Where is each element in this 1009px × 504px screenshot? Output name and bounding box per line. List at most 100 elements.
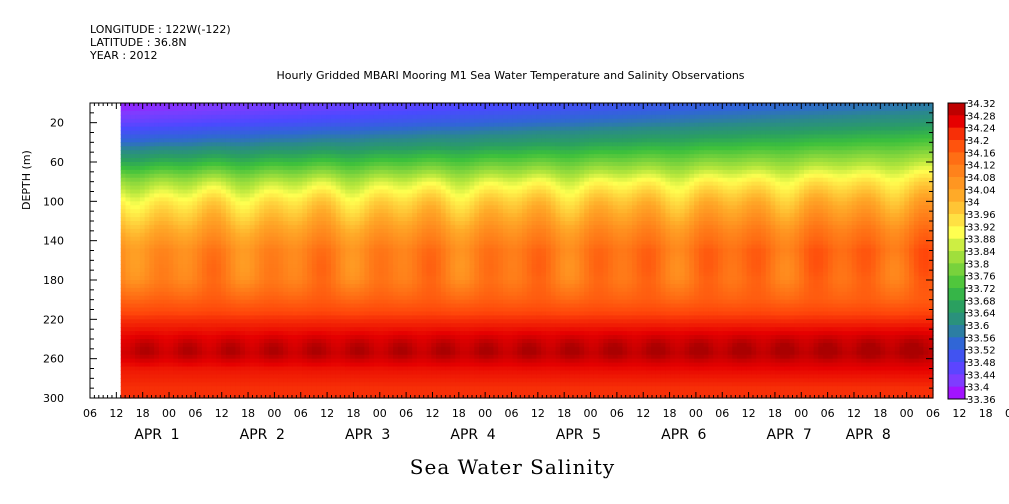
x-day-number-label: 7: [803, 427, 812, 443]
y-tick-label: 260: [43, 353, 64, 366]
colorbar-label: 33.6: [967, 321, 989, 332]
salinity-field: [120, 103, 934, 399]
x-day-number-label: 5: [592, 427, 601, 443]
colorbar-label: 34.08: [967, 173, 996, 184]
colorbar-swatch: [948, 362, 965, 375]
y-tick-label: 180: [43, 274, 64, 287]
x-tick-label: 12: [847, 407, 861, 420]
colorbar-swatch: [948, 164, 965, 178]
colorbar-swatch: [948, 312, 965, 326]
x-tick-label: 12: [425, 407, 439, 420]
x-tick-label: 00: [584, 407, 598, 420]
x-tick-label: 18: [136, 407, 150, 420]
x-day-month-label: APR: [450, 427, 478, 443]
x-tick-label: 06: [715, 407, 729, 420]
x-tick-label: 12: [636, 407, 650, 420]
colorbar-swatch: [948, 288, 965, 301]
colorbar-label: 34.16: [967, 148, 996, 159]
x-tick-label: 00: [267, 407, 281, 420]
chart-title: Hourly Gridded MBARI Mooring M1 Sea Wate…: [276, 69, 745, 82]
x-tick-label: 18: [557, 407, 571, 420]
colorbar-swatch: [948, 127, 965, 141]
colorbar-swatch: [948, 349, 965, 363]
colorbar-label: 34.2: [967, 136, 989, 147]
x-tick-label: 00: [900, 407, 914, 420]
colorbar-label: 33.52: [967, 346, 996, 357]
x-day-number-label: 1: [171, 427, 180, 443]
colorbar-label: 33.96: [967, 210, 996, 221]
x-day-number-label: 6: [697, 427, 706, 443]
colorbar-label: 33.44: [967, 370, 996, 381]
year-label: YEAR : 2012: [90, 49, 158, 62]
colorbar-swatch: [948, 374, 965, 388]
x-day-month-label: APR: [767, 427, 795, 443]
colorbar-label: 33.64: [967, 309, 996, 320]
colorbar-label: 33.36: [967, 395, 996, 406]
colorbar-swatch: [948, 251, 965, 264]
colorbar-swatch: [948, 140, 965, 153]
colorbar-label: 33.84: [967, 247, 996, 258]
x-tick-label: 06: [188, 407, 202, 420]
x-tick-label: 00: [478, 407, 492, 420]
colorbar-swatch: [948, 238, 965, 252]
x-axis-title: Sea Water Salinity: [409, 455, 616, 479]
x-day-month-label: APR: [240, 427, 268, 443]
colorbar-label: 34.28: [967, 111, 996, 122]
x-tick-label: 18: [768, 407, 782, 420]
x-tick-label: 06: [926, 407, 940, 420]
colorbar-label: 33.92: [967, 222, 996, 233]
colorbar-swatch: [948, 386, 965, 400]
x-tick-label: 12: [320, 407, 334, 420]
colorbar-swatch: [948, 103, 965, 116]
x-tick-label: 18: [873, 407, 887, 420]
colorbar-label: 34.24: [967, 124, 996, 135]
x-tick-label: 06: [821, 407, 835, 420]
x-day-month-label: APR: [556, 427, 584, 443]
x-tick-label: 00: [162, 407, 176, 420]
y-axis: 20 60 100 140 180 220 260 300: [43, 102, 933, 405]
x-tick-label: 00: [373, 407, 387, 420]
x-tick-label: 00: [689, 407, 703, 420]
colorbar-label: 33.56: [967, 333, 996, 344]
y-tick-label: 140: [43, 235, 64, 248]
x-day-number-label: 8: [882, 427, 891, 443]
colorbar-swatch: [948, 177, 965, 190]
x-tick-label: 18: [663, 407, 677, 420]
colorbar-label: 33.4: [967, 383, 989, 394]
x-day-month-label: APR: [846, 427, 874, 443]
y-tick-label: 20: [50, 117, 64, 130]
x-tick-label: 18: [979, 407, 993, 420]
colorbar-swatch: [948, 214, 965, 227]
x-day-number-label: 3: [381, 427, 390, 443]
colorbar-label: 33.72: [967, 284, 996, 295]
colorbar-swatch: [948, 201, 965, 215]
x-tick-label: 06: [505, 407, 519, 420]
x-tick-label: 12: [531, 407, 545, 420]
x-tick-label: 12: [109, 407, 123, 420]
x-day-month-label: APR: [345, 427, 373, 443]
x-tick-label: 06: [294, 407, 308, 420]
colorbar-label: 33.68: [967, 296, 996, 307]
colorbar-label: 33.88: [967, 235, 996, 246]
y-tick-label: 60: [50, 156, 64, 169]
x-day-number-label: 4: [487, 427, 496, 443]
x-tick-label: 06: [610, 407, 624, 420]
colorbar-swatch: [948, 152, 965, 166]
x-day-month-label: APR: [661, 427, 689, 443]
x-tick-label: 12: [952, 407, 966, 420]
colorbar-label: 34.04: [967, 185, 996, 196]
colorbar-label: 33.76: [967, 272, 996, 283]
x-tick-label: 12: [215, 407, 229, 420]
colorbar-swatch: [948, 275, 965, 289]
x-day-month-label: APR: [134, 427, 162, 443]
colorbar-label: 34.12: [967, 161, 996, 172]
colorbar-swatch: [948, 325, 965, 338]
colorbar-swatch: [948, 337, 965, 351]
colorbar-swatch: [948, 115, 965, 129]
colorbar-label: 34: [967, 198, 980, 209]
x-tick-label: 18: [241, 407, 255, 420]
y-tick-label: 300: [43, 392, 64, 405]
colorbar-label: 34.32: [967, 99, 996, 110]
